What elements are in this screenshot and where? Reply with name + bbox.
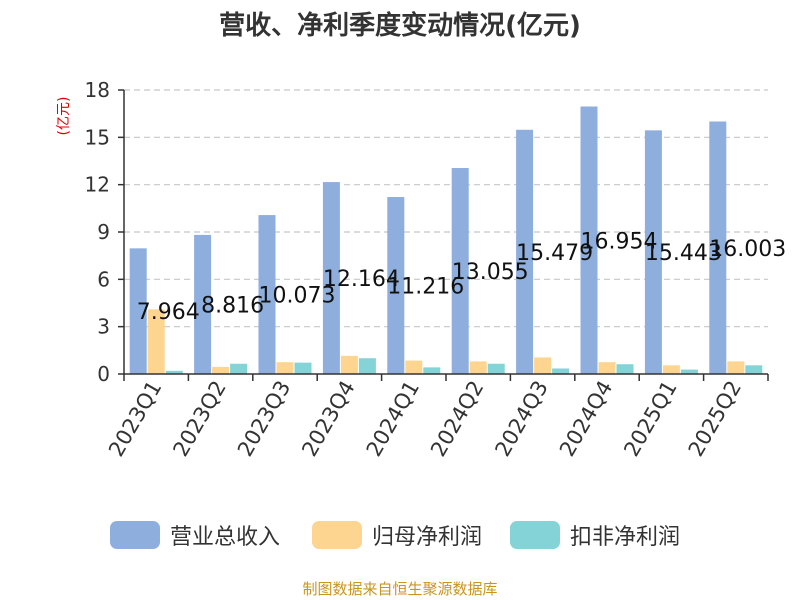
legend-item-series-2[interactable]: 归母净利润 (312, 521, 482, 550)
x-tick-label: 2024Q2 (426, 377, 488, 461)
x-axis-ticks: 2023Q1 2023Q2 2023Q3 2023Q4 2024Q1 2024Q2 2024… (104, 374, 769, 461)
bar-series-1 (194, 234, 212, 374)
bar-series-2 (276, 362, 294, 374)
legend-swatch (510, 521, 560, 549)
data-label: 7.964 (137, 300, 200, 325)
source-note: 制图数据来自恒生聚源数据库 (302, 580, 497, 598)
data-labels: 7.964 8.81610.07312.16411.21613.05515.479… (137, 229, 787, 325)
legend-label: 营业总收入 (170, 525, 280, 550)
data-label: 11.216 (387, 275, 464, 300)
bar-series-3 (680, 369, 698, 374)
legend-swatch (312, 521, 362, 549)
bar-series-3 (552, 368, 570, 374)
bar-series-1 (129, 248, 147, 374)
bar-series-3 (294, 362, 312, 374)
bar-series-3 (745, 365, 763, 374)
legend-item-series-1[interactable]: 营业总收入 (110, 521, 280, 550)
bars (129, 106, 763, 375)
bar-series-3 (487, 363, 505, 374)
bar-series-1 (322, 182, 340, 374)
x-tick-label: 2025Q1 (619, 377, 681, 461)
data-label: 10.073 (259, 284, 336, 309)
x-tick-label: 2025Q2 (684, 377, 746, 461)
data-label: 15.443 (645, 241, 722, 266)
data-label: 16.954 (581, 229, 658, 254)
bar-series-1 (580, 106, 598, 375)
bar-series-2 (212, 366, 230, 374)
y-tick-label: 3 (97, 315, 110, 339)
x-tick-label: 2024Q1 (362, 377, 424, 461)
x-tick-label: 2023Q1 (104, 377, 166, 461)
y-tick-label: 12 (85, 173, 110, 197)
bar-series-1 (709, 121, 727, 374)
data-label: 8.816 (201, 293, 264, 318)
x-tick-label: 2023Q4 (297, 377, 359, 461)
chart-title: 营收、净利季度变动情况(亿元) (219, 10, 581, 41)
bar-series-1 (387, 197, 405, 374)
y-axis-ticks: 0 3 6 9 12 15 18 (85, 78, 124, 386)
data-label: 12.164 (323, 267, 400, 292)
bar-series-2 (147, 309, 165, 374)
y-tick-label: 6 (97, 267, 110, 291)
bar-series-2 (727, 361, 745, 374)
bar-series-1 (644, 130, 662, 374)
legend-label: 扣非净利润 (570, 525, 680, 550)
data-label: 13.055 (452, 260, 529, 285)
y-tick-label: 0 (97, 362, 110, 386)
x-tick-label: 2023Q3 (233, 377, 295, 461)
bar-series-3 (358, 358, 376, 374)
data-label: 15.479 (516, 241, 593, 266)
bar-series-2 (340, 355, 358, 374)
data-label: 16.003 (709, 237, 786, 262)
y-tick-label: 15 (85, 125, 110, 149)
bar-series-1 (516, 129, 534, 374)
legend-item-series-3[interactable]: 扣非净利润 (510, 521, 680, 550)
x-tick-label: 2024Q4 (555, 377, 617, 461)
bar-series-3 (230, 363, 248, 374)
bar-series-3 (165, 370, 183, 374)
legend-label: 归母净利润 (372, 525, 482, 550)
x-tick-label: 2023Q2 (168, 377, 230, 461)
bar-series-3 (423, 367, 441, 374)
x-tick-label: 2024Q3 (490, 377, 552, 461)
bar-series-1 (258, 215, 276, 374)
y-tick-label: 9 (97, 220, 110, 244)
bar-series-3 (616, 364, 634, 374)
bar-series-2 (534, 357, 552, 374)
legend-swatch (110, 521, 160, 549)
gridlines (124, 89, 768, 328)
legend[interactable]: 营业总收入 归母净利润 扣非净利润 (110, 521, 680, 550)
bar-series-2 (405, 360, 423, 374)
bar-series-2 (662, 365, 680, 374)
bar-series-1 (451, 168, 469, 374)
bar-series-2 (598, 362, 616, 374)
y-axis-unit: (亿元) (56, 97, 72, 136)
bar-series-2 (469, 361, 487, 374)
y-tick-label: 18 (85, 78, 110, 102)
